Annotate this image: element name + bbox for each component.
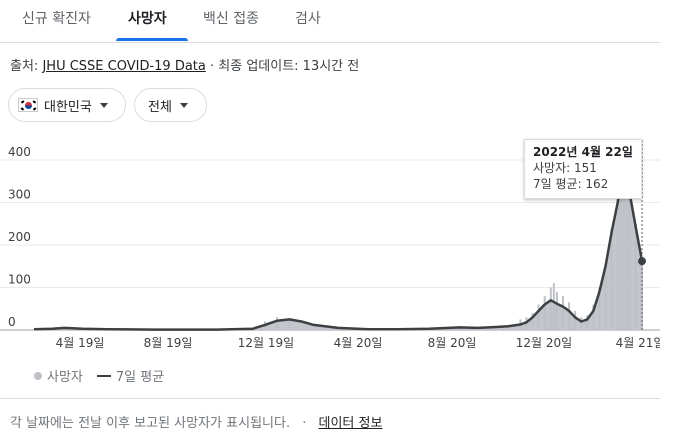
tab-tests[interactable]: 검사 — [295, 11, 321, 27]
daily-deaths-bar — [634, 223, 637, 330]
line-legend-icon — [96, 374, 111, 377]
source-link[interactable]: JHU CSSE COVID-19 Data — [42, 59, 206, 74]
daily-deaths-bar — [561, 296, 564, 330]
x-tick-label: 4월 21일 — [616, 336, 660, 350]
daily-deaths-bar — [574, 310, 577, 330]
dropdown-caret-icon — [99, 102, 108, 108]
country-select[interactable]: 대한민국 — [8, 88, 126, 122]
tooltip-deaths: 사망자: 151 — [533, 161, 597, 175]
daily-deaths-bar — [616, 194, 619, 330]
legend-average: 7일 평균 — [115, 370, 165, 385]
tab-new-cases[interactable]: 신규 확진자 — [22, 11, 91, 27]
data-tooltip: 2022년 4월 22일 사망자: 151 7일 평균: 162 — [524, 139, 642, 199]
chart-legend: 사망자 7일 평균 — [34, 366, 164, 385]
tab-bar: 신규 확진자 사망자 백신 접종 검사 — [0, 0, 660, 43]
daily-deaths-bar — [622, 177, 625, 330]
x-tick-label: 8월 20일 — [428, 336, 477, 350]
country-label: 대한민국 — [44, 99, 92, 115]
legend-daily: 사망자 — [47, 370, 83, 385]
data-info-link[interactable]: 데이터 정보 — [318, 416, 383, 431]
footer: 각 날짜에는 전날 이후 보고된 사망자가 표시됩니다. · 데이터 정보 — [10, 412, 382, 431]
source-line: 출처: JHU CSSE COVID-19 Data · 최종 업데이트: 13… — [10, 55, 359, 74]
y-tick-label: 100 — [8, 273, 31, 287]
x-tick-label: 4월 19일 — [56, 336, 105, 350]
x-tick-label: 4월 20일 — [334, 336, 383, 350]
daily-deaths-bar — [552, 283, 555, 330]
seven-day-average-line — [33, 184, 644, 331]
tab-vaccinations[interactable]: 백신 접종 — [203, 11, 259, 27]
deaths-chart[interactable]: 400 300 200 100 0 4월 19일 8월 19일 12월 19일 4월 20일 8… — [0, 140, 660, 360]
last-updated: · 최종 업데이트: 13시간 전 — [210, 59, 360, 74]
daily-deaths-bar — [625, 202, 628, 330]
daily-deaths-bar — [586, 315, 589, 330]
tooltip-date: 2022년 4월 22일 — [533, 145, 633, 159]
x-axis-ticks: 4월 19일 8월 19일 12월 19일 4월 20일 8월 20일 12월 20일 4월… — [56, 336, 660, 350]
selected-point-marker[interactable] — [638, 257, 646, 266]
daily-deaths-bar — [580, 317, 583, 330]
daily-deaths-bar — [568, 302, 571, 330]
x-tick-label: 12월 20일 — [516, 336, 572, 350]
footer-separator: · — [302, 416, 307, 431]
y-tick-label: 200 — [8, 230, 31, 244]
daily-deaths-bar — [592, 304, 595, 330]
y-tick-label: 400 — [8, 145, 31, 159]
daily-deaths-bar — [549, 287, 552, 330]
daily-deaths-bar — [628, 168, 631, 330]
dropdown-caret-icon — [179, 102, 188, 108]
daily-deaths-bar — [531, 313, 534, 330]
y-axis-ticks: 400 300 200 100 0 — [8, 145, 31, 329]
tooltip-average: 7일 평균: 162 — [533, 177, 609, 191]
daily-deaths-bar — [276, 317, 279, 330]
footer-divider — [0, 398, 660, 399]
tab-deaths[interactable]: 사망자 — [128, 11, 167, 27]
daily-deaths-bar — [537, 304, 540, 330]
source-prefix: 출처: — [10, 59, 39, 74]
daily-deaths-bar — [610, 228, 613, 330]
y-tick-label: 300 — [8, 188, 31, 202]
daily-deaths-bar — [604, 266, 607, 330]
daily-deaths-bar — [543, 296, 546, 330]
range-select[interactable]: 전체 — [134, 88, 207, 122]
x-tick-label: 12월 19일 — [238, 336, 294, 350]
y-tick-label: 0 — [8, 315, 16, 329]
range-label: 전체 — [148, 99, 172, 115]
daily-deaths-bar — [598, 287, 601, 330]
footer-note: 각 날짜에는 전날 이후 보고된 사망자가 표시됩니다. — [10, 416, 291, 431]
daily-deaths-bar — [619, 172, 622, 330]
x-tick-label: 8월 19일 — [144, 336, 193, 350]
active-tab-indicator — [116, 38, 188, 41]
south-korea-flag-icon — [18, 98, 38, 112]
daily-deaths-bar — [555, 291, 558, 330]
bar-legend-icon — [34, 371, 42, 380]
daily-deaths-bar — [288, 318, 291, 330]
